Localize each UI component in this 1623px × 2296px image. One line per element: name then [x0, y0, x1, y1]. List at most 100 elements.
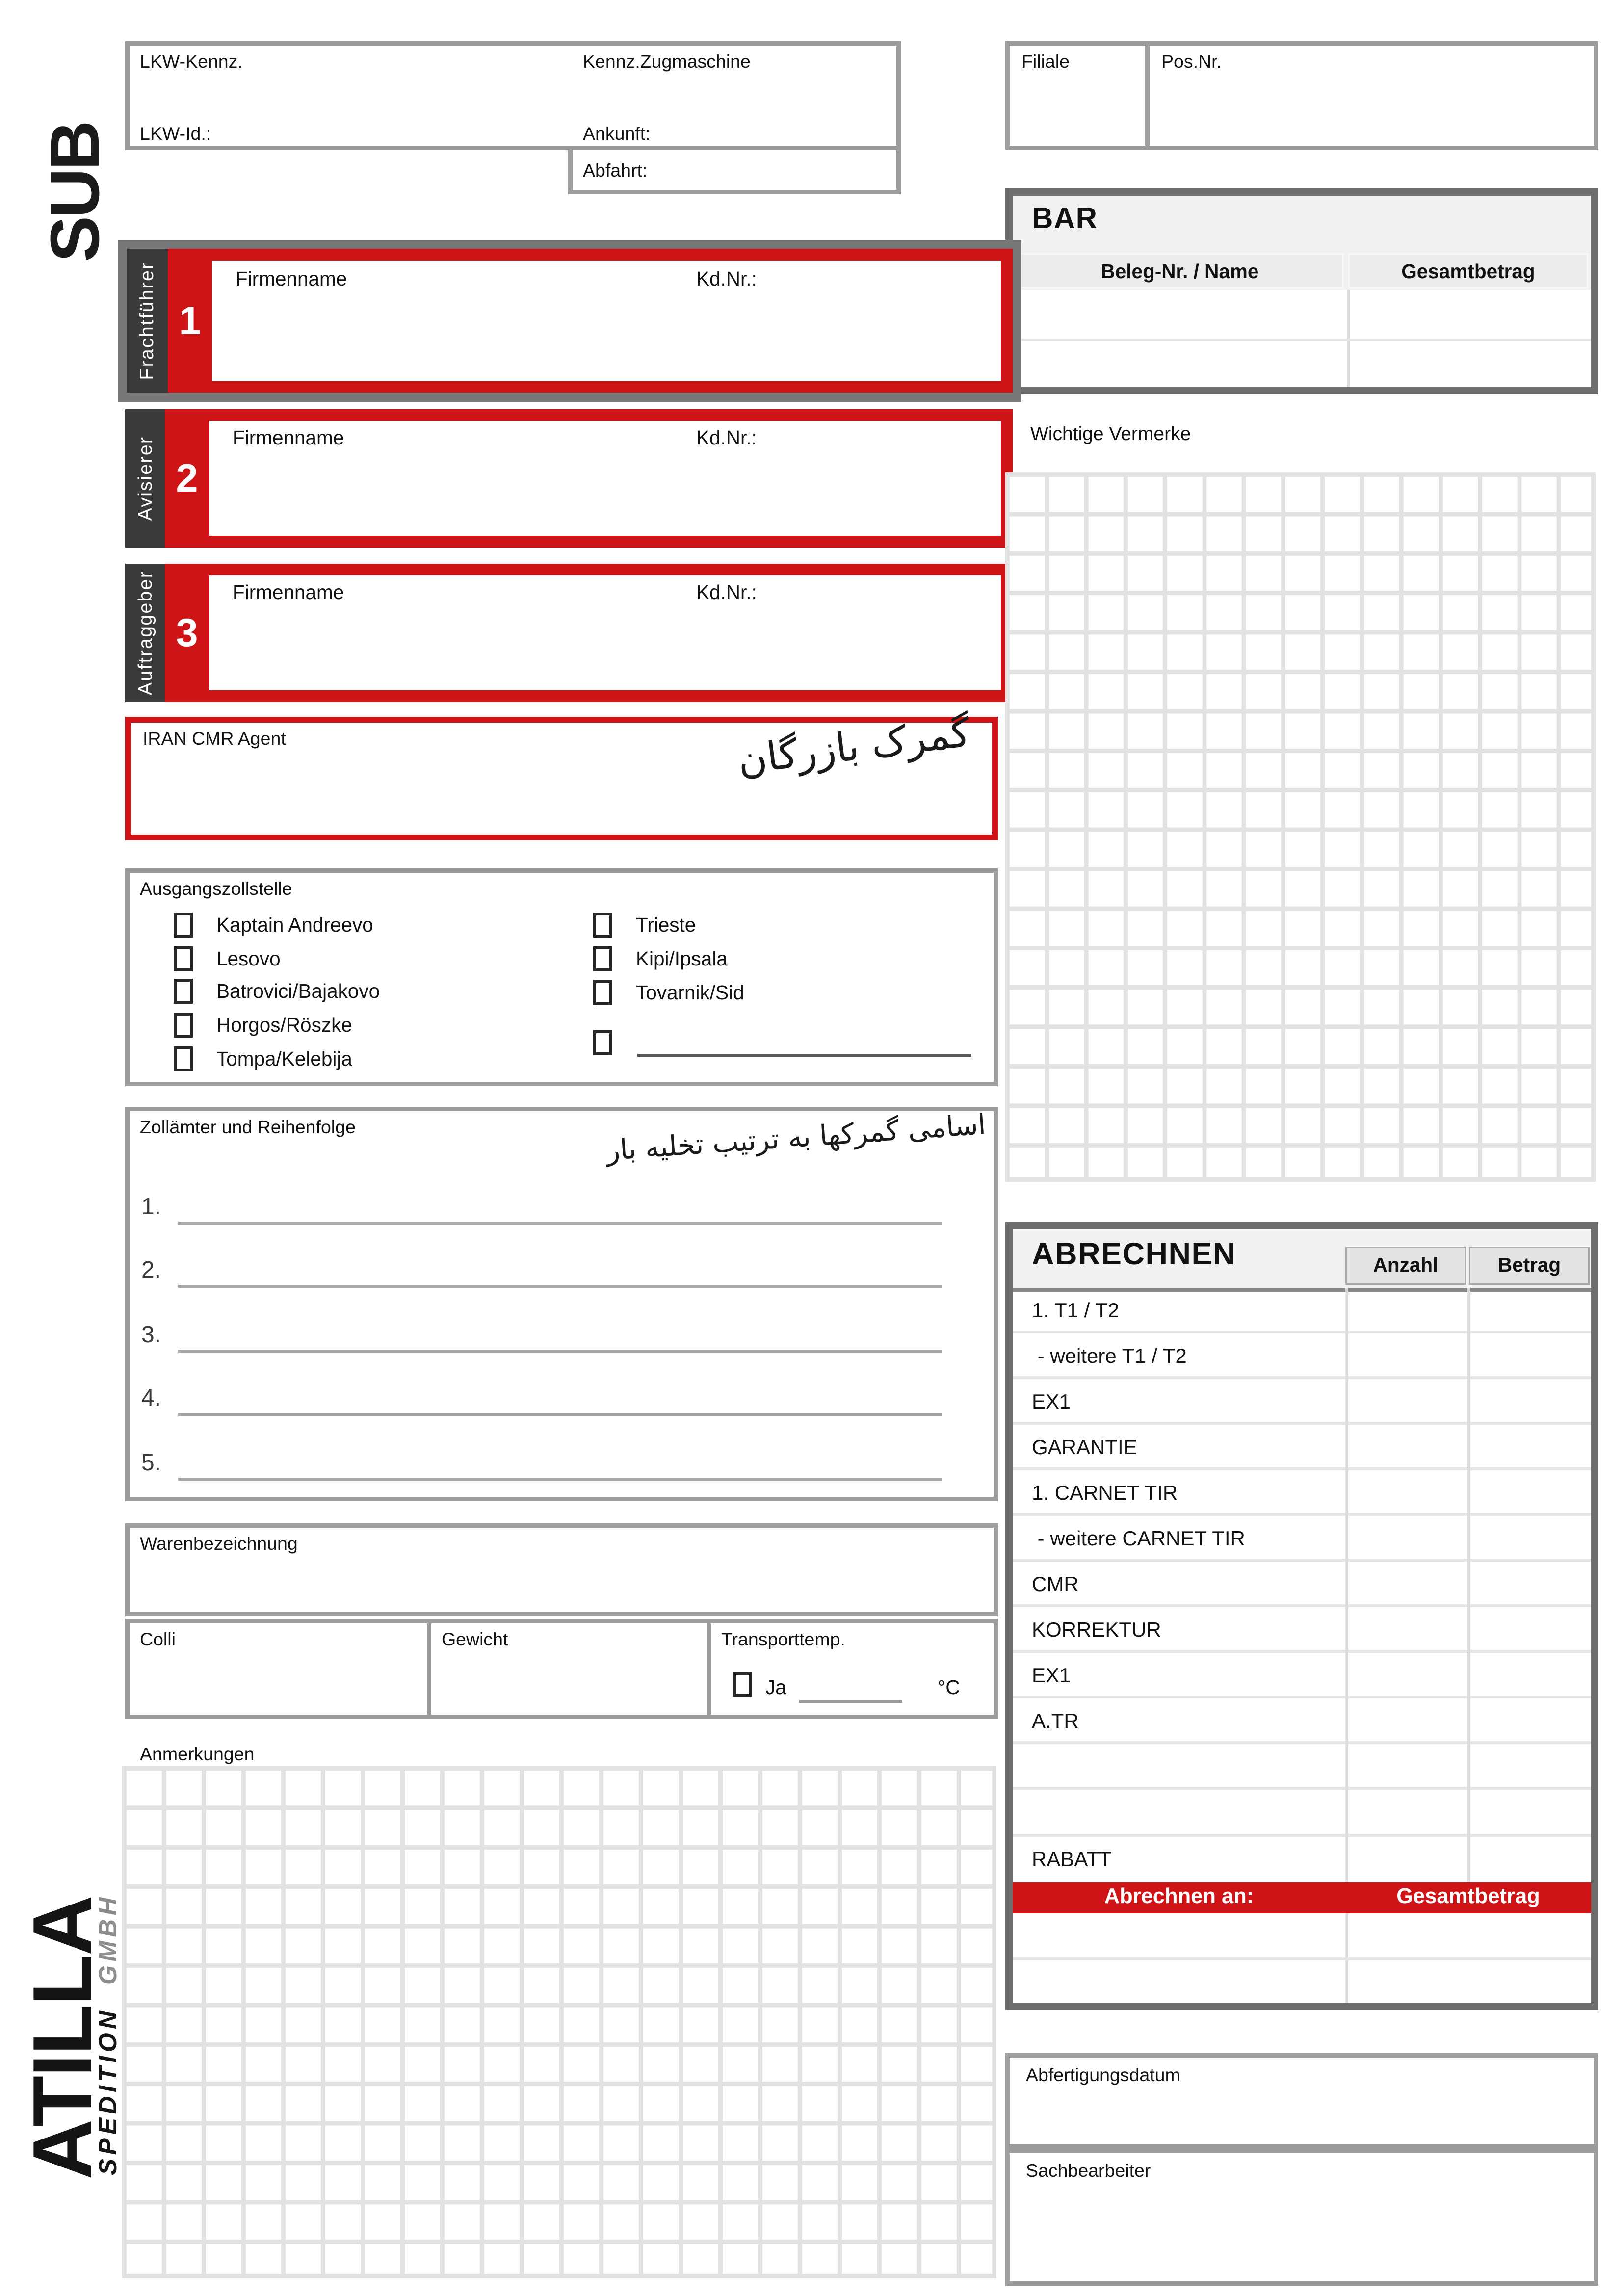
abrechnen-row-garantie[interactable]: GARANTIE	[1013, 1425, 1591, 1470]
option-tovarnik-sid: Tovarnik/Sid	[636, 982, 744, 1004]
abrechnen-row-carnet-tir[interactable]: 1. CARNET TIR	[1013, 1470, 1591, 1516]
checkbox-horgos-roeszke[interactable]	[174, 1013, 193, 1038]
avisierer-number: 2	[176, 456, 198, 500]
checkbox-tompa-kelebija[interactable]	[174, 1046, 193, 1071]
sub-logo: SUB	[35, 122, 113, 262]
auftraggeber-role-label: Auftraggeber	[134, 570, 156, 696]
wichtige-vermerke-label: Wichtige Vermerke	[1030, 422, 1191, 444]
abrechnen-row-empty-2[interactable]	[1013, 1790, 1591, 1837]
zoll-line-number-2: 2.	[141, 1258, 161, 1283]
abfahrt-box[interactable]	[568, 150, 901, 194]
zollaemter-box	[125, 1107, 998, 1501]
frachtfuehrer-firmenname-label: Firmenname	[236, 268, 347, 290]
bar-title: BAR	[1032, 203, 1098, 235]
ankunft-label: Ankunft:	[583, 124, 651, 144]
checkbox-kaptain-andreevo[interactable]	[174, 913, 193, 938]
party-block-auftraggeber: 3	[125, 564, 1013, 702]
abrechnen-row-atr[interactable]: A.TR	[1013, 1698, 1591, 1744]
abfertigungsdatum-label: Abfertigungsdatum	[1026, 2065, 1180, 2086]
truck-info-box[interactable]	[125, 41, 901, 150]
lkw-id-label: LKW-Id.:	[140, 124, 211, 144]
checkbox-kipi-ipsala[interactable]	[593, 946, 612, 971]
sachbearbeiter-box[interactable]	[1005, 2149, 1598, 2286]
abrechnen-row-korrektur[interactable]: KORREKTUR	[1013, 1607, 1591, 1653]
checkbox-other-zollstelle[interactable]	[593, 1030, 612, 1055]
zoll-line-4[interactable]	[178, 1413, 942, 1416]
abrechnen-row-weitere-carnet-tir[interactable]: - weitere CARNET TIR	[1013, 1516, 1591, 1562]
option-kaptain-andreevo: Kaptain Andreevo	[216, 914, 373, 936]
gewicht-label: Gewicht	[442, 1629, 508, 1650]
auftraggeber-number: 3	[176, 611, 198, 655]
zoll-line-3[interactable]	[178, 1350, 942, 1353]
frachtfuehrer-role-label: Frachtführer	[135, 261, 157, 380]
avisierer-firmenname-label: Firmenname	[233, 427, 344, 449]
filiale-label: Filiale	[1021, 52, 1070, 72]
option-horgos-roeszke: Horgos/Röszke	[216, 1014, 352, 1036]
abrechnen-row-rabatt[interactable]: RABATT	[1032, 1847, 1112, 1871]
option-kipi-ipsala: Kipi/Ipsala	[636, 948, 728, 970]
frachtfuehrer-input-area[interactable]	[212, 261, 1001, 381]
abrechnen-row-t1t2[interactable]: 1. T1 / T2	[1013, 1288, 1591, 1333]
zoll-line-2[interactable]	[178, 1285, 942, 1288]
lkw-kennz-label: LKW-Kennz.	[140, 52, 243, 72]
iran-cmr-agent-box[interactable]	[125, 717, 998, 840]
zoll-line-1[interactable]	[178, 1222, 942, 1225]
anmerkungen-label: Anmerkungen	[140, 1744, 255, 1765]
warenbezeichnung-box[interactable]	[125, 1523, 998, 1616]
bar-row-divider-h	[1013, 339, 1591, 341]
bar-col-gesamtbetrag: Gesamtbetrag	[1348, 253, 1588, 288]
ausgangszollstelle-box	[125, 868, 998, 1086]
spedition-text: SPEDITION	[94, 2007, 122, 2175]
iran-cmr-agent-label: IRAN CMR Agent	[143, 729, 286, 749]
filiale-posnr-box[interactable]	[1005, 41, 1598, 150]
other-zollstelle-line[interactable]	[637, 1054, 971, 1057]
zoll-line-number-5: 5.	[141, 1451, 161, 1476]
abrechnen-row-ex1[interactable]: EX1	[1013, 1379, 1591, 1425]
abfahrt-label: Abfahrt:	[583, 160, 648, 181]
abrechnen-row-cmr[interactable]: CMR	[1013, 1562, 1591, 1607]
anmerkungen-grid[interactable]	[122, 1766, 996, 2278]
filiale-divider	[1145, 46, 1150, 146]
colli-label: Colli	[140, 1629, 176, 1650]
warenbezeichnung-label: Warenbezeichnung	[140, 1534, 298, 1554]
zoll-line-number-4: 4.	[141, 1386, 161, 1411]
pos-nr-label: Pos.Nr.	[1161, 52, 1222, 72]
abfertigungsdatum-box[interactable]	[1005, 2053, 1598, 2149]
abrechnen-an-label: Abrechnen an:	[1104, 1885, 1254, 1909]
abrechnen-row-empty-1[interactable]	[1013, 1744, 1591, 1790]
party-block-avisierer: 2	[125, 409, 1013, 548]
checkbox-lesovo[interactable]	[174, 946, 193, 971]
avisierer-role-strip	[125, 409, 165, 548]
auftraggeber-input-area[interactable]	[209, 575, 1001, 690]
abrechnen-title: ABRECHNEN	[1032, 1238, 1236, 1272]
abrechnen-vdivider-betrag	[1467, 1288, 1470, 1882]
sachbearbeiter-label: Sachbearbeiter	[1026, 2161, 1151, 2181]
abrechnen-header-underline	[1013, 1288, 1591, 1292]
temp-value-line[interactable]	[799, 1700, 902, 1703]
auftraggeber-firmenname-label: Firmenname	[233, 581, 344, 603]
option-batrovici-bajakovo: Batrovici/Bajakovo	[216, 980, 380, 1002]
wichtige-vermerke-grid[interactable]	[1005, 472, 1596, 1182]
bar-rows-area[interactable]	[1013, 290, 1591, 387]
transporttemp-label: Transporttemp.	[721, 1629, 845, 1650]
abrechnen-table	[1005, 1222, 1598, 2010]
temp-celsius-label: °C	[938, 1676, 960, 1698]
abrechnen-vdivider-anzahl	[1345, 1288, 1348, 1882]
checkbox-trieste[interactable]	[593, 913, 612, 938]
checkbox-tovarnik-sid[interactable]	[593, 980, 612, 1005]
abrechnen-col-betrag: Betrag	[1469, 1247, 1590, 1285]
abrechnen-row-ex1-2[interactable]: EX1	[1013, 1653, 1591, 1698]
abrechnen-row-weitere-t1t2[interactable]: - weitere T1 / T2	[1013, 1333, 1591, 1379]
frachtfuehrer-number: 1	[179, 299, 201, 343]
abrechnen-footer-area[interactable]	[1013, 1913, 1591, 2003]
checkbox-batrovici-bajakovo[interactable]	[174, 979, 193, 1004]
auftraggeber-role-strip	[125, 564, 165, 702]
avisierer-input-area[interactable]	[209, 421, 1001, 536]
spedition-gmbh-logo: SPEDITION GMBH	[94, 1631, 124, 2175]
avisierer-role-label: Avisierer	[134, 436, 156, 521]
checkbox-temp-ja[interactable]	[733, 1672, 752, 1697]
zollaemter-label: Zollämter und Reihenfolge	[140, 1117, 356, 1138]
avisierer-kdnr-label: Kd.Nr.:	[696, 427, 757, 449]
zoll-line-5[interactable]	[178, 1478, 942, 1481]
